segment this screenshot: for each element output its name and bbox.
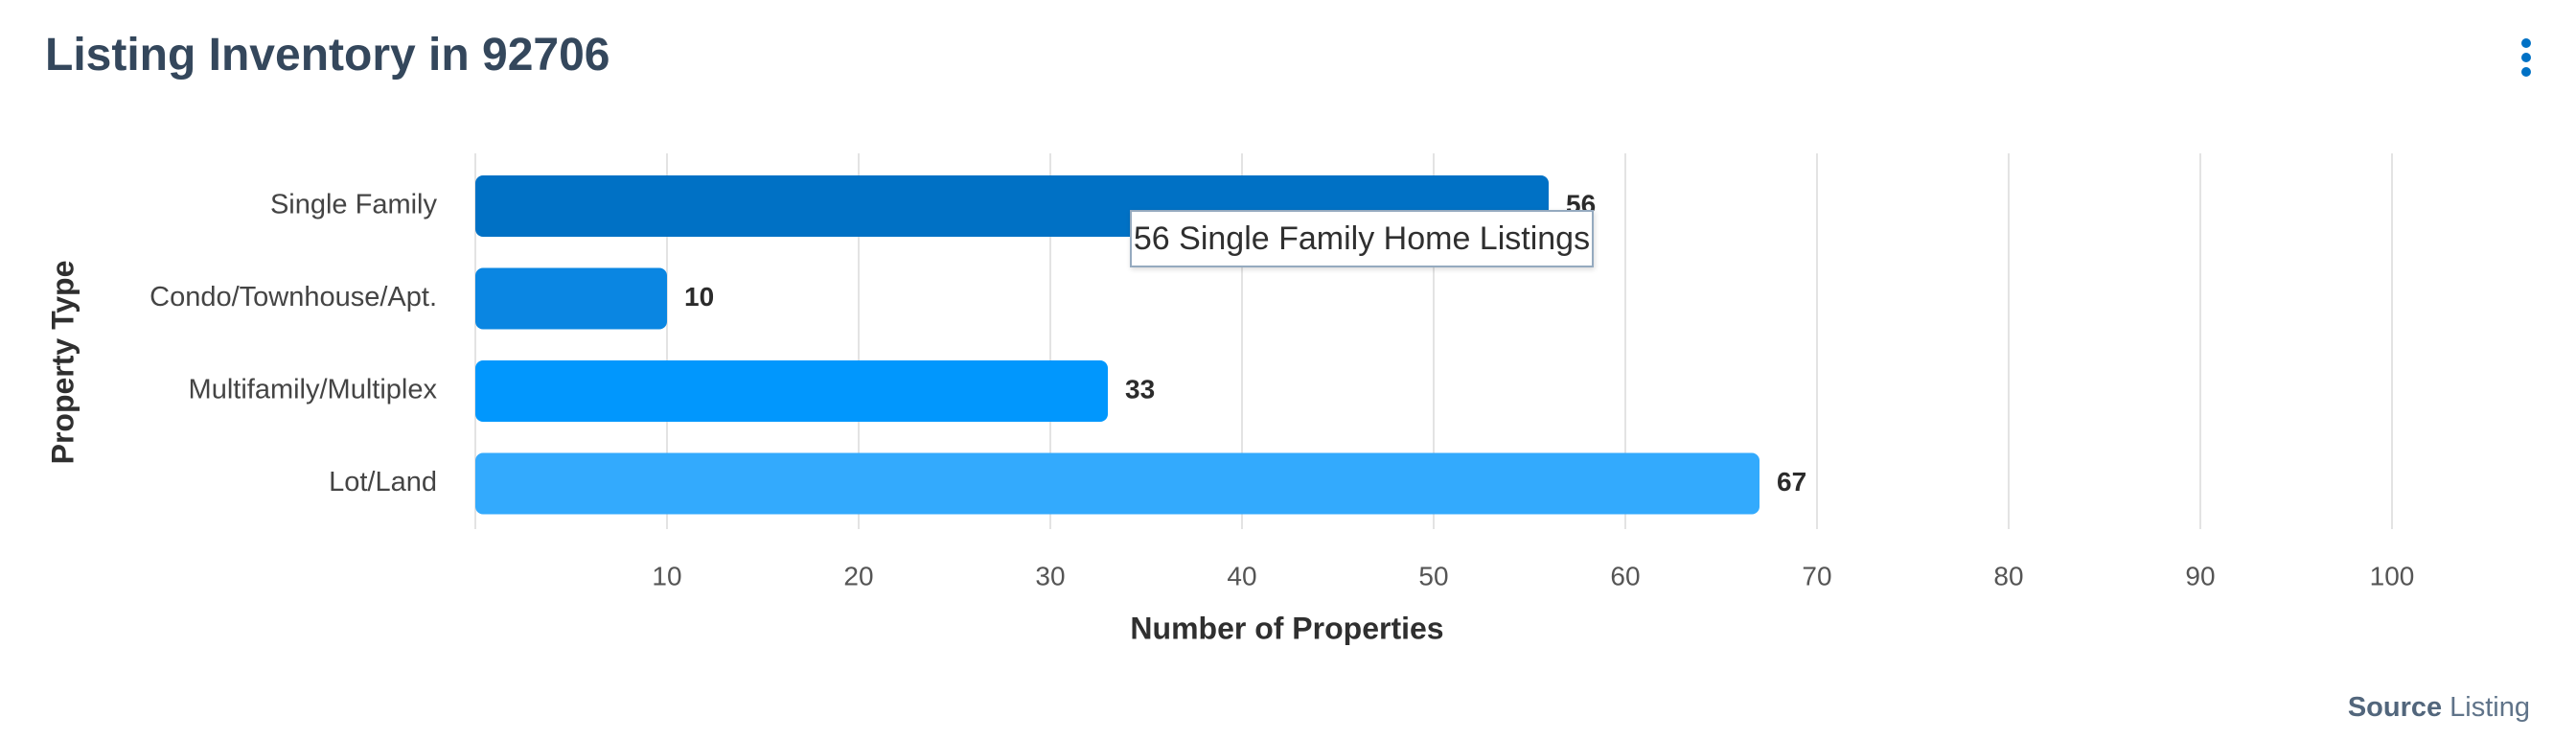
category-label: Condo/Townhouse/Apt. xyxy=(150,282,437,312)
x-axis-title: Number of Properties xyxy=(1130,611,1443,645)
category-label: Lot/Land xyxy=(329,467,437,497)
x-tick-label: 20 xyxy=(843,561,873,590)
x-tick-label: 30 xyxy=(1035,561,1065,590)
more-options-icon[interactable] xyxy=(2507,35,2545,81)
x-tick-label: 50 xyxy=(1418,561,1448,590)
x-tick-label: 40 xyxy=(1227,561,1256,590)
data-label: 33 xyxy=(1125,374,1155,404)
page-title: Listing Inventory in 92706 xyxy=(45,30,610,81)
category-label: Multifamily/Multiplex xyxy=(189,375,438,405)
y-axis-title: Property Type xyxy=(45,261,80,465)
x-tick-label: 70 xyxy=(1802,561,1831,590)
data-label: 10 xyxy=(684,282,714,312)
data-label: 67 xyxy=(1777,467,1806,497)
x-tick-label: 100 xyxy=(2370,561,2415,590)
x-tick-label: 80 xyxy=(1993,561,2023,590)
x-tick-label: 60 xyxy=(1610,561,1640,590)
source-label: Source xyxy=(2347,692,2443,723)
x-tick-label: 90 xyxy=(2185,561,2215,590)
source-note: Source Listing xyxy=(2348,692,2530,724)
category-label: Single Family xyxy=(270,190,438,220)
x-tick-label: 10 xyxy=(652,561,681,590)
chart-tooltip: 56 Single Family Home Listings xyxy=(1130,210,1594,267)
bar xyxy=(475,360,1108,422)
bar xyxy=(475,267,667,330)
bar xyxy=(475,452,1760,515)
source-value: Listing xyxy=(2450,692,2530,723)
